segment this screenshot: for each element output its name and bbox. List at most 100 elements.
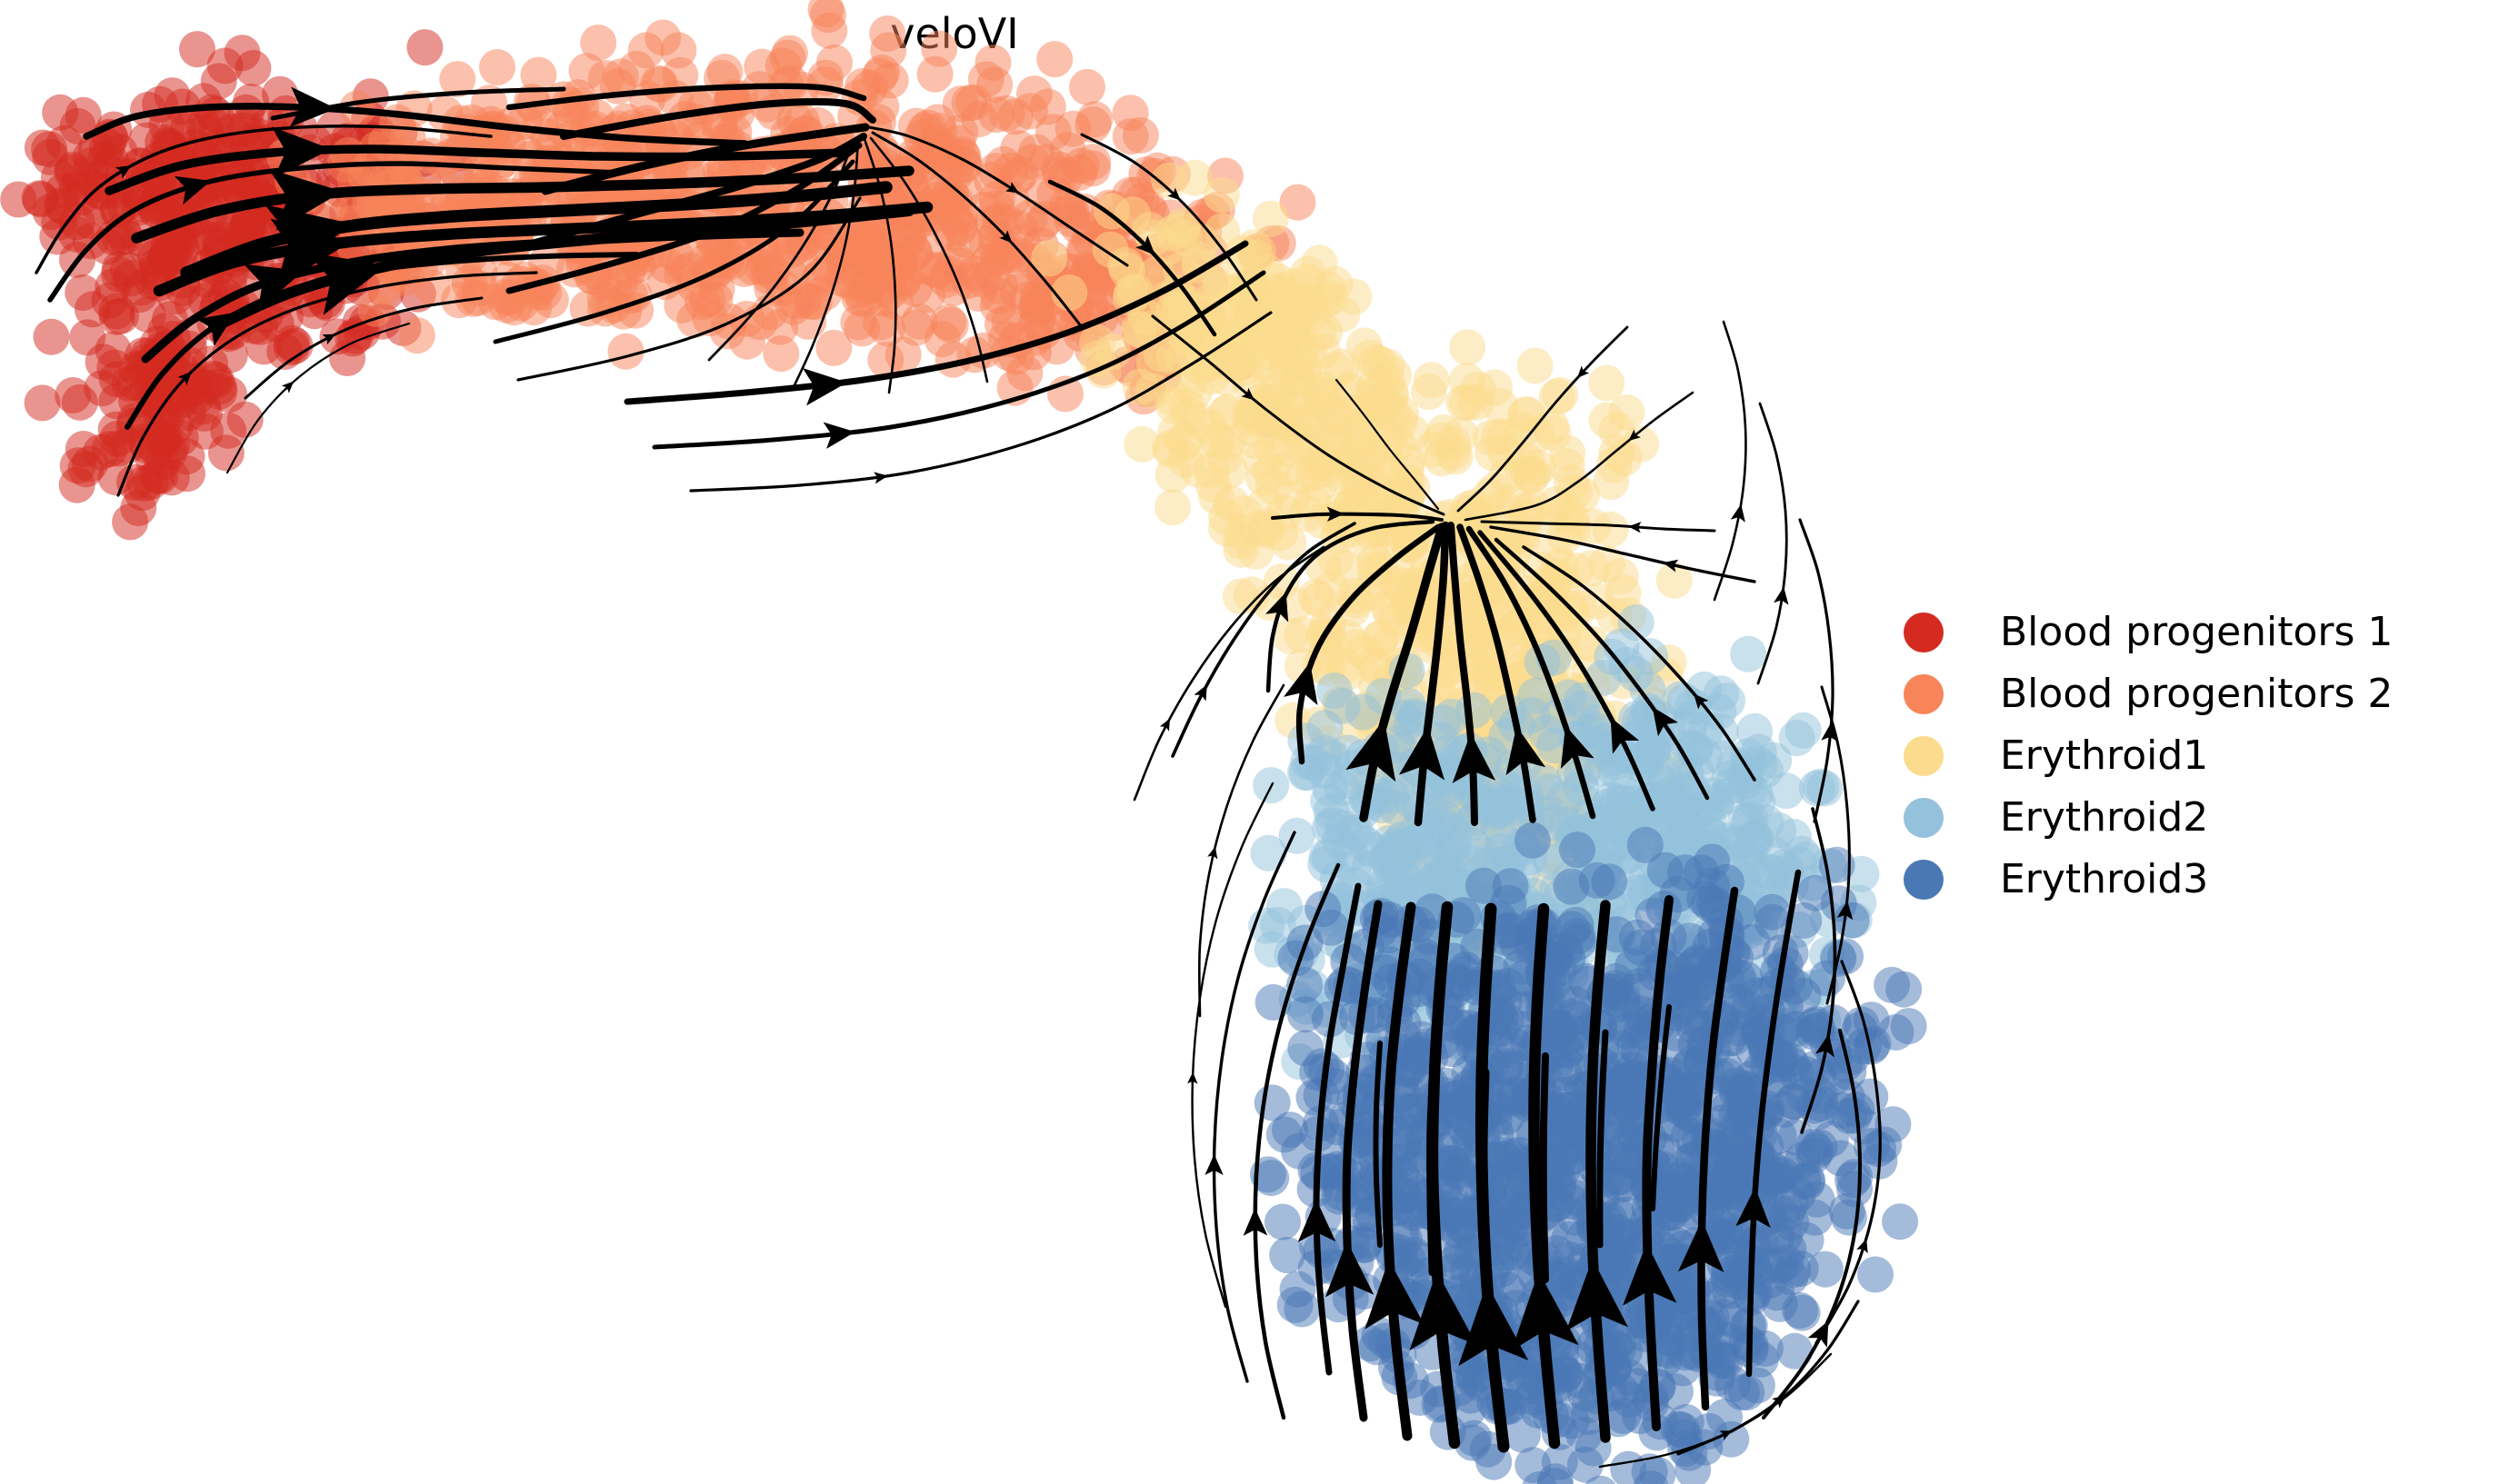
scatter-point [1739,784,1776,822]
velocity-streamline [862,134,897,394]
scatter-point [706,54,744,91]
velocity-arrow-icon [1283,662,1318,705]
scatter-point [1588,545,1625,583]
scatter-point [664,286,701,324]
velocity-streamline [1456,325,1629,513]
scatter-point [1388,476,1425,513]
scatter-point [1181,242,1218,279]
scatter-point [748,234,785,271]
velocity-streamline [1171,522,1356,758]
velocity-arrow-icon [823,422,855,449]
scatter-point [1559,832,1595,869]
scatter-point [1149,229,1186,266]
legend-item-label: Erythroid1 [2000,732,2209,779]
scatter-point [1295,744,1333,782]
velocity-arrow-icon [1663,559,1679,573]
legend-item[interactable]: Blood progenitors 1 [1891,602,2454,663]
scatter-point [1276,1286,1314,1323]
scatter-point [921,30,958,67]
velocity-arrow-icon [1364,1260,1424,1330]
scatter-point [1195,466,1232,503]
scatter-point [1599,1330,1636,1368]
scatter-point [1333,1148,1370,1185]
scatter-point [961,101,998,137]
scatter-point [1736,1272,1774,1310]
scatter-point [439,61,476,98]
velocity-streamline [1265,519,1435,693]
scatter-point [1556,473,1594,511]
scatter-point [1664,1411,1701,1449]
velocity-streamline [1080,133,1258,302]
scatter-point [1516,347,1554,384]
velocity-arrow-icon [1264,592,1289,622]
scatter-point [1176,159,1214,196]
scatter-point [1263,310,1299,347]
legend-color-dot-icon [1904,613,1944,652]
scatter-point [1589,788,1626,825]
velocity-streamline [1334,378,1440,511]
scatter-point [1517,677,1554,714]
scatter-point [98,383,135,420]
scatter-point [1165,423,1203,461]
scatter-point [33,318,70,355]
velocity-arrow-icon [306,252,387,315]
velocity-arrow-icon [1194,684,1207,702]
legend-item[interactable]: Erythroid1 [1891,725,2454,787]
velocity-arrow-icon [1719,1430,1733,1440]
scatter-point [1253,363,1290,400]
scatter-point [1124,425,1161,463]
scatter-point [479,49,515,85]
scatter-point [1629,671,1666,708]
scatter-point [1541,1443,1578,1480]
scatter-point [901,303,938,340]
velocity-streamline [560,98,876,140]
legend-item[interactable]: Blood progenitors 2 [1891,663,2454,725]
scatter-point [1603,628,1640,665]
scatter-point [1812,1120,1849,1158]
velocity-streamline [1585,900,1611,1443]
scatter-point [1389,443,1426,481]
scatter-point [1559,918,1596,955]
scatter-point [1259,907,1296,943]
scatter-point [1504,1416,1541,1453]
scatter-point [763,335,800,373]
scatter-point [1424,807,1461,843]
velocity-arrow-icon [174,175,212,205]
scatter-point [1465,867,1502,904]
scatter-point [618,50,655,87]
velocity-arrow-icon [1345,719,1396,782]
velocity-arrow-icon [1458,1283,1529,1367]
scatter-point [1484,489,1521,526]
scatter-point [941,209,978,246]
velocity-arrow-icon [1207,846,1218,860]
scatter-point [1266,431,1304,468]
velocity-streamline [1596,1029,1609,1249]
scatter-point [932,306,969,344]
velocity-arrow-icon [1167,187,1181,201]
velocity-arrow-icon [265,204,354,276]
scatter-point [1115,196,1152,234]
scatter-point [1155,339,1193,376]
scatter-point [1314,806,1352,843]
scatter-point [967,61,1005,98]
velocity-streamline [1313,882,1362,1376]
scatter-point [1069,68,1105,105]
velocity-streamline [516,196,862,382]
legend: Blood progenitors 1 Blood progenitors 2 Er… [1891,602,2454,911]
velocity-streamline [1756,402,1788,685]
velocity-streamline [1713,320,1747,602]
velocity-streamline [1494,537,1710,801]
velocity-arrow-icon [243,264,304,311]
velocity-streamline [689,311,1273,493]
scatter-point [1303,1048,1340,1085]
legend-item[interactable]: Erythroid2 [1891,787,2454,849]
scatter-point [662,56,699,94]
velocity-arrow-icon [1610,717,1640,754]
velocity-arrow-icon [1821,722,1839,742]
scatter-point [1836,1170,1874,1208]
scatter-point [1764,1196,1801,1233]
velocity-streamline [1212,831,1296,1383]
scatter-point [1317,500,1354,537]
legend-item[interactable]: Erythroid3 [1891,849,2454,911]
